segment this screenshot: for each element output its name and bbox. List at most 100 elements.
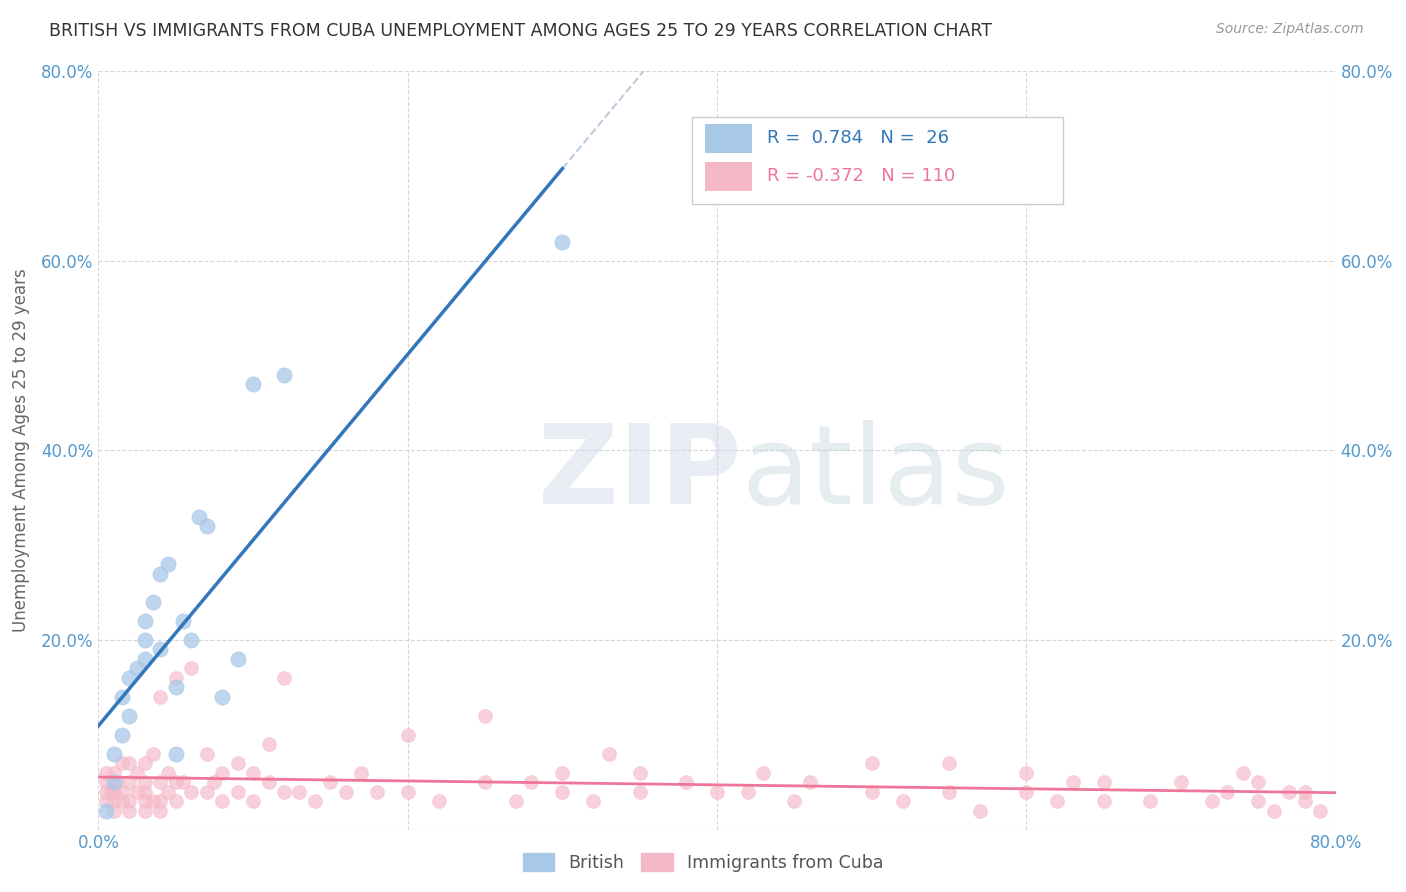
Point — [891, 794, 914, 808]
Point — [938, 785, 960, 799]
Point — [134, 775, 156, 789]
Point — [141, 595, 165, 609]
Point — [273, 785, 295, 799]
Point — [860, 785, 883, 799]
Point — [799, 775, 821, 789]
Point — [1062, 775, 1084, 789]
Point — [226, 652, 249, 666]
FancyBboxPatch shape — [704, 162, 752, 191]
Point — [103, 775, 125, 789]
Point — [165, 747, 187, 761]
Point — [195, 785, 218, 799]
Point — [273, 671, 295, 685]
Text: R =  0.784   N =  26: R = 0.784 N = 26 — [766, 129, 949, 147]
Point — [1247, 794, 1270, 808]
Point — [149, 690, 172, 704]
Point — [211, 794, 233, 808]
Point — [1216, 785, 1239, 799]
Point — [1232, 765, 1254, 780]
Point — [111, 785, 132, 799]
Point — [134, 756, 156, 771]
Point — [628, 785, 651, 799]
Point — [149, 794, 172, 808]
Point — [103, 785, 125, 799]
Text: atlas: atlas — [742, 420, 1011, 526]
Point — [335, 785, 357, 799]
Point — [157, 765, 180, 780]
Legend: British, Immigrants from Cuba: British, Immigrants from Cuba — [516, 847, 890, 879]
Point — [1170, 775, 1192, 789]
FancyBboxPatch shape — [692, 117, 1063, 204]
Point — [520, 775, 543, 789]
Point — [1294, 785, 1316, 799]
Point — [195, 519, 218, 533]
Point — [100, 785, 122, 799]
Point — [96, 775, 118, 789]
FancyBboxPatch shape — [704, 125, 752, 153]
Point — [1046, 794, 1069, 808]
Point — [1015, 765, 1038, 780]
Point — [551, 765, 574, 780]
Point — [141, 794, 165, 808]
Point — [396, 785, 419, 799]
Point — [1247, 775, 1270, 789]
Point — [111, 756, 132, 771]
Point — [96, 794, 118, 808]
Point — [149, 804, 172, 818]
Point — [172, 614, 194, 628]
Point — [551, 785, 574, 799]
Point — [211, 690, 233, 704]
Point — [103, 794, 125, 808]
Point — [118, 794, 141, 808]
Point — [628, 765, 651, 780]
Point — [180, 661, 202, 675]
Point — [273, 368, 295, 382]
Point — [288, 785, 311, 799]
Point — [319, 775, 342, 789]
Point — [304, 794, 326, 808]
Point — [706, 785, 728, 799]
Point — [103, 765, 125, 780]
Point — [118, 775, 141, 789]
Point — [350, 765, 373, 780]
Point — [242, 377, 264, 392]
Point — [396, 728, 419, 742]
Point — [1139, 794, 1161, 808]
Point — [675, 775, 697, 789]
Point — [188, 509, 211, 524]
Point — [127, 765, 149, 780]
Point — [505, 794, 527, 808]
Point — [134, 633, 156, 648]
Point — [204, 775, 226, 789]
Point — [141, 747, 165, 761]
Point — [257, 737, 280, 751]
Point — [149, 566, 172, 581]
Point — [96, 804, 118, 818]
Point — [118, 804, 141, 818]
Point — [474, 775, 496, 789]
Point — [938, 756, 960, 771]
Point — [157, 785, 180, 799]
Point — [242, 794, 264, 808]
Point — [96, 785, 118, 799]
Point — [752, 765, 775, 780]
Point — [111, 728, 132, 742]
Point — [134, 614, 156, 628]
Y-axis label: Unemployment Among Ages 25 to 29 years: Unemployment Among Ages 25 to 29 years — [11, 268, 30, 632]
Point — [118, 671, 141, 685]
Point — [165, 775, 187, 789]
Point — [111, 690, 132, 704]
Point — [1294, 794, 1316, 808]
Point — [134, 785, 156, 799]
Point — [105, 775, 128, 789]
Point — [1309, 804, 1331, 818]
Point — [165, 681, 187, 695]
Point — [1092, 775, 1115, 789]
Point — [737, 785, 759, 799]
Text: BRITISH VS IMMIGRANTS FROM CUBA UNEMPLOYMENT AMONG AGES 25 TO 29 YEARS CORRELATI: BRITISH VS IMMIGRANTS FROM CUBA UNEMPLOY… — [49, 22, 993, 40]
Point — [172, 775, 194, 789]
Point — [180, 785, 202, 799]
Point — [157, 557, 180, 572]
Point — [103, 747, 125, 761]
Point — [366, 785, 388, 799]
